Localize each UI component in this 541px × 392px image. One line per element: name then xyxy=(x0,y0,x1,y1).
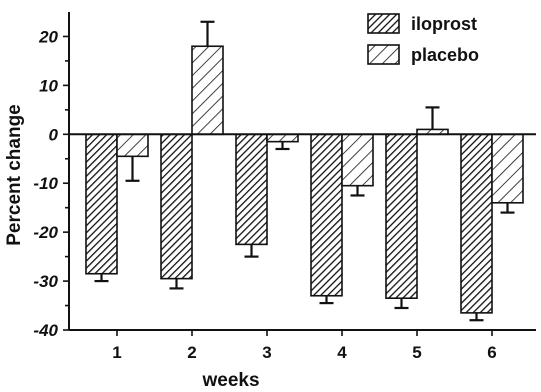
legend-label-placebo: placebo xyxy=(411,45,479,65)
y-tick-label: -20 xyxy=(33,223,58,242)
x-tick-label: 4 xyxy=(337,343,347,362)
y-tick-label: 0 xyxy=(49,125,59,144)
x-tick-label: 3 xyxy=(262,343,271,362)
bar-placebo-week-1 xyxy=(116,133,149,158)
bar-iloprost-week-2 xyxy=(160,133,193,280)
bar-iloprost-week-3 xyxy=(235,133,268,246)
axes-layer xyxy=(63,12,536,336)
bar-iloprost-week-4 xyxy=(310,133,343,297)
bar-iloprost-week-5 xyxy=(385,133,418,299)
x-tick-label: 5 xyxy=(412,343,421,362)
bar-placebo-week-6 xyxy=(491,133,524,204)
bar-iloprost-week-6 xyxy=(460,133,493,314)
y-tick-label: -30 xyxy=(33,272,58,291)
y-tick-label: -40 xyxy=(33,321,58,340)
y-tick-label: 20 xyxy=(38,27,58,46)
x-tick-label: 2 xyxy=(187,343,196,362)
legend-label-iloprost: iloprost xyxy=(411,14,477,34)
bar-placebo-week-3 xyxy=(266,133,299,143)
y-tick-label: 10 xyxy=(39,76,58,95)
legend-swatch-iloprost xyxy=(367,13,400,34)
y-axis-title: Percent change xyxy=(4,104,25,246)
y-tick-label: -10 xyxy=(33,174,58,193)
tick-labels-layer: 20 10 0 -10 -20 -30 -40 1 2 3 4 5 6 xyxy=(33,27,496,362)
x-axis-title: weeks xyxy=(201,370,259,391)
x-tick-label: 6 xyxy=(487,343,496,362)
legend: iloprost placebo xyxy=(367,13,479,65)
bars-layer xyxy=(85,45,524,314)
error-bars-layer xyxy=(94,20,515,322)
bar-iloprost-week-1 xyxy=(85,133,118,275)
bar-placebo-week-4 xyxy=(341,133,374,187)
x-tick-label: 1 xyxy=(112,343,121,362)
bar-placebo-week-2 xyxy=(191,45,224,136)
legend-swatch-placebo xyxy=(367,44,400,65)
